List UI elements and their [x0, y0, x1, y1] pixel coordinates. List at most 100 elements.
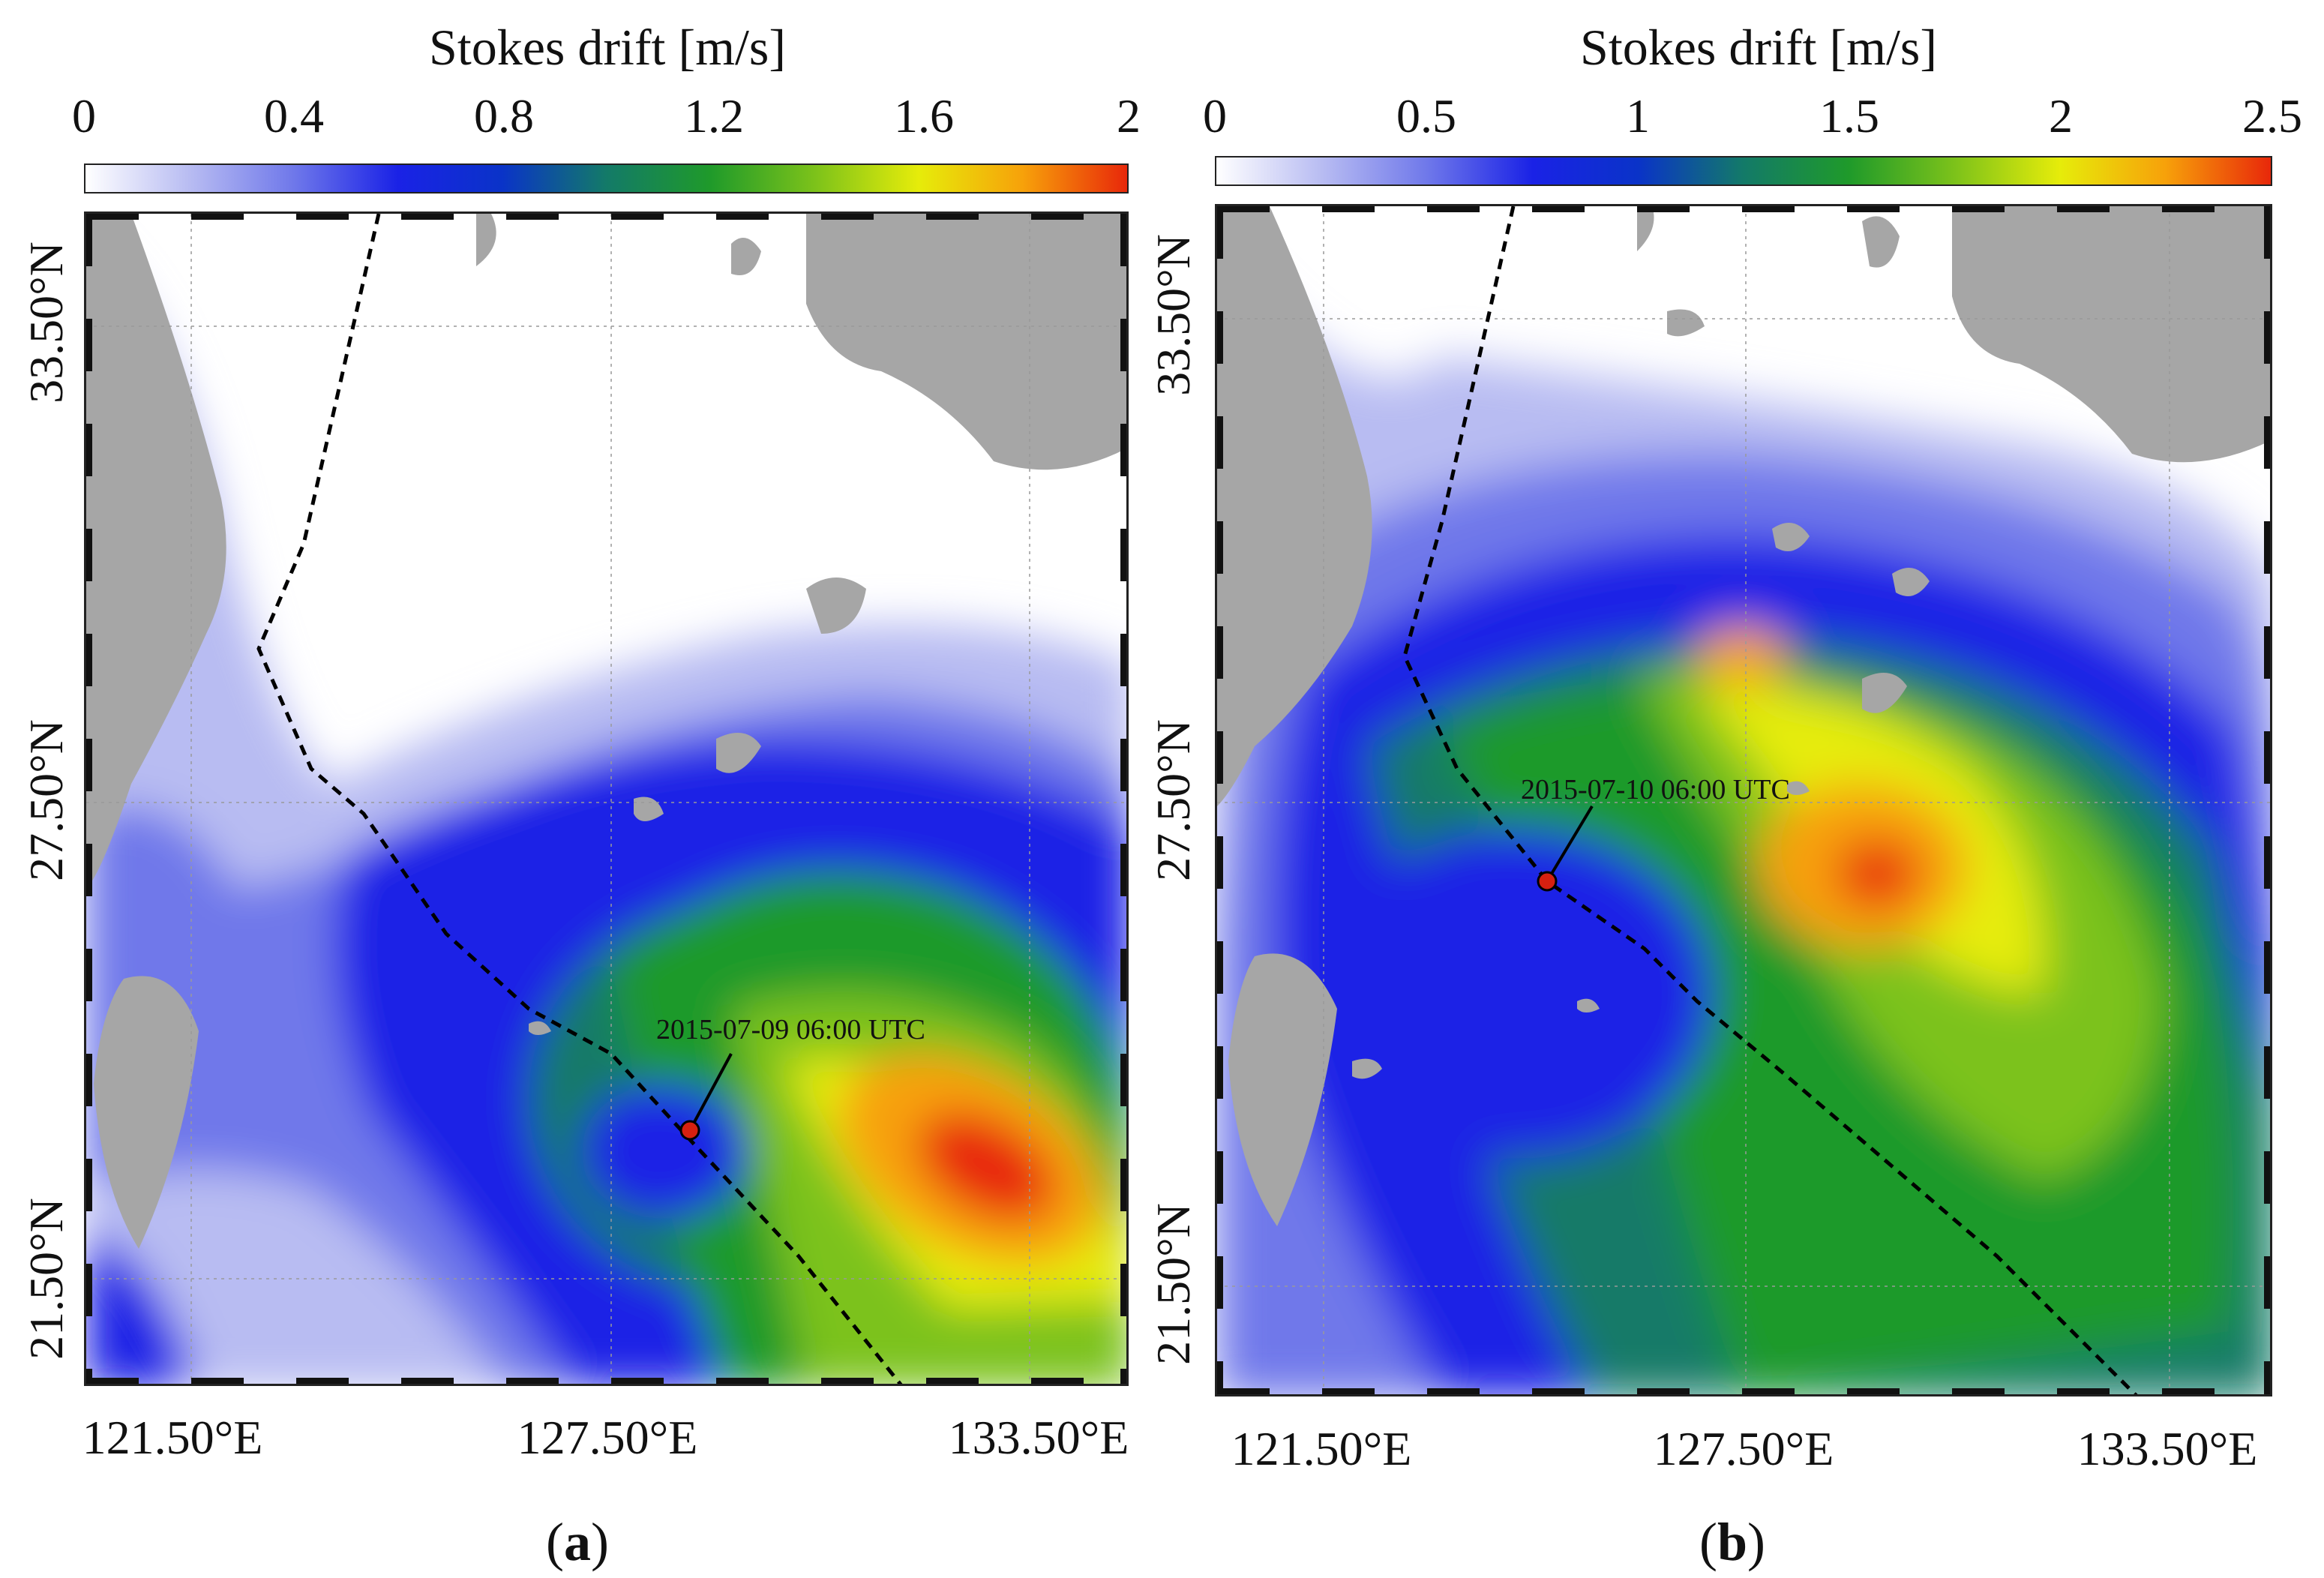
- frame-tick-segment: [2264, 521, 2270, 574]
- colorbar-tick: 0.4: [264, 89, 324, 142]
- colorbar-tick: 2.5: [2242, 89, 2302, 142]
- frame-tick-segment: [2264, 1256, 2270, 1309]
- lon-label: 133.50°E: [2077, 1422, 2258, 1475]
- frame-tick-segment: [1031, 214, 1084, 220]
- typhoon-track: [256, 214, 903, 1384]
- frame-tick-segment: [2264, 836, 2270, 889]
- frame-tick-segment: [506, 1378, 559, 1384]
- stokes-drift-map: 2015-07-09 06:00 UTC: [86, 214, 1126, 1384]
- colorbar-tick: 2: [1117, 89, 1141, 142]
- frame-tick-segment: [2264, 1361, 2270, 1394]
- frame-tick-segment: [611, 1378, 664, 1384]
- frame-tick-segment: [611, 214, 664, 220]
- colorbar-tick: 0: [1203, 89, 1227, 142]
- china-coast: [1217, 206, 1372, 806]
- lat-label: 33.50°N: [1147, 234, 1200, 396]
- frame-ticks: [1217, 206, 2270, 1394]
- frame-tick-segment: [1031, 1378, 1084, 1384]
- frame-tick-segment: [2264, 1046, 2270, 1099]
- frame-tick-segment: [191, 1378, 244, 1384]
- frame-tick-segment: [1952, 1388, 2005, 1394]
- frame-tick-segment: [926, 1378, 979, 1384]
- colorbar-title: Stokes drift [m/s]: [1580, 19, 1937, 76]
- colorbar-tick: 1.5: [1819, 89, 1879, 142]
- frame-tick-segment: [2264, 206, 2270, 259]
- typhoon-marker-label: 2015-07-10 06:00 UTC: [1521, 774, 1790, 806]
- colorbar-title: Stokes drift [m/s]: [429, 19, 786, 76]
- map-frame: 2015-07-10 06:00 UTC: [1215, 204, 2272, 1396]
- lat-label: 21.50°N: [1147, 1203, 1200, 1365]
- frame-tick-segment: [86, 1264, 92, 1316]
- lat-label: 33.50°N: [19, 242, 73, 404]
- panel-b: Stokes drift [m/s] 0 0.5 1 1.5 2 2.5: [1125, 0, 2302, 1578]
- frame-ticks: [86, 214, 1126, 1384]
- frame-tick-segment: [821, 1378, 874, 1384]
- frame-tick-segment: [1120, 949, 1126, 1001]
- frame-tick-segment: [1217, 1046, 1223, 1099]
- frame-tick-segment: [1120, 1369, 1126, 1384]
- lon-label: 121.50°E: [82, 1411, 263, 1464]
- stokes-drift-map: 2015-07-10 06:00 UTC: [1217, 206, 2270, 1394]
- frame-tick-segment: [1120, 739, 1126, 791]
- frame-tick-segment: [296, 214, 349, 220]
- frame-tick-segment: [401, 1378, 454, 1384]
- frame-tick-segment: [296, 1378, 349, 1384]
- frame-tick-segment: [1217, 941, 1223, 994]
- typhoon-marker-label: 2015-07-09 06:00 UTC: [656, 1014, 925, 1046]
- japan-land: [1952, 206, 2270, 463]
- frame-tick-segment: [86, 214, 139, 220]
- frame-tick-segment: [86, 319, 92, 371]
- frame-tick-segment: [716, 1378, 769, 1384]
- frame-tick-segment: [1637, 206, 1690, 212]
- frame-tick-segment: [401, 214, 454, 220]
- frame-tick-segment: [1217, 731, 1223, 784]
- lon-label: 133.50°E: [948, 1411, 1129, 1464]
- frame-tick-segment: [86, 1369, 92, 1384]
- frame-tick-segment: [2057, 206, 2110, 212]
- frame-tick-segment: [1322, 1388, 1375, 1394]
- lon-label: 121.50°E: [1231, 1422, 1412, 1475]
- colorbar-tick: 1: [1626, 89, 1650, 142]
- taiwan-island: [94, 976, 199, 1249]
- frame-tick-segment: [1217, 836, 1223, 889]
- frame-tick-segment: [86, 949, 92, 1001]
- frame-tick-segment: [86, 1054, 92, 1106]
- lat-label: 21.50°N: [19, 1198, 73, 1360]
- typhoon-position-marker: [1537, 871, 1558, 892]
- frame-tick-segment: [1120, 529, 1126, 581]
- frame-tick-segment: [1532, 1388, 1585, 1394]
- frame-tick-segment: [1217, 416, 1223, 469]
- frame-tick-segment: [86, 1378, 139, 1384]
- lat-label: 27.50°N: [19, 719, 73, 881]
- frame-tick-segment: [86, 1159, 92, 1211]
- panel-a: Stokes drift [m/s] 0 0.4 0.8 1.2 1.6 2: [0, 0, 1141, 1578]
- colorbar-tick: 0: [72, 89, 96, 142]
- frame-tick-segment: [926, 214, 979, 220]
- frame-tick-segment: [2264, 731, 2270, 784]
- frame-tick-segment: [2264, 626, 2270, 679]
- frame-tick-segment: [1847, 1388, 1900, 1394]
- colorbar-tick: 1.6: [894, 89, 954, 142]
- colorbar-tick: 1.2: [684, 89, 744, 142]
- frame-tick-segment: [1120, 634, 1126, 686]
- frame-tick-segment: [86, 529, 92, 581]
- frame-tick-segment: [191, 214, 244, 220]
- frame-tick-segment: [1217, 521, 1223, 574]
- frame-tick-segment: [1120, 1159, 1126, 1211]
- frame-tick-segment: [86, 739, 92, 791]
- subfigure-label: (a): [546, 1512, 609, 1572]
- typhoon-track: [1402, 206, 2138, 1394]
- frame-tick-segment: [1217, 1388, 1270, 1394]
- taiwan-island: [1228, 953, 1337, 1226]
- frame-tick-segment: [1217, 1256, 1223, 1309]
- frame-tick-segment: [86, 634, 92, 686]
- frame-tick-segment: [1120, 844, 1126, 896]
- frame-tick-segment: [1120, 214, 1126, 266]
- frame-tick-segment: [1322, 206, 1375, 212]
- typhoon-position-marker: [679, 1120, 700, 1141]
- frame-tick-segment: [1120, 1264, 1126, 1316]
- frame-tick-segment: [2264, 1151, 2270, 1204]
- frame-tick-segment: [1217, 311, 1223, 364]
- frame-tick-segment: [1532, 206, 1585, 212]
- colorbar-tick: 0.5: [1396, 89, 1456, 142]
